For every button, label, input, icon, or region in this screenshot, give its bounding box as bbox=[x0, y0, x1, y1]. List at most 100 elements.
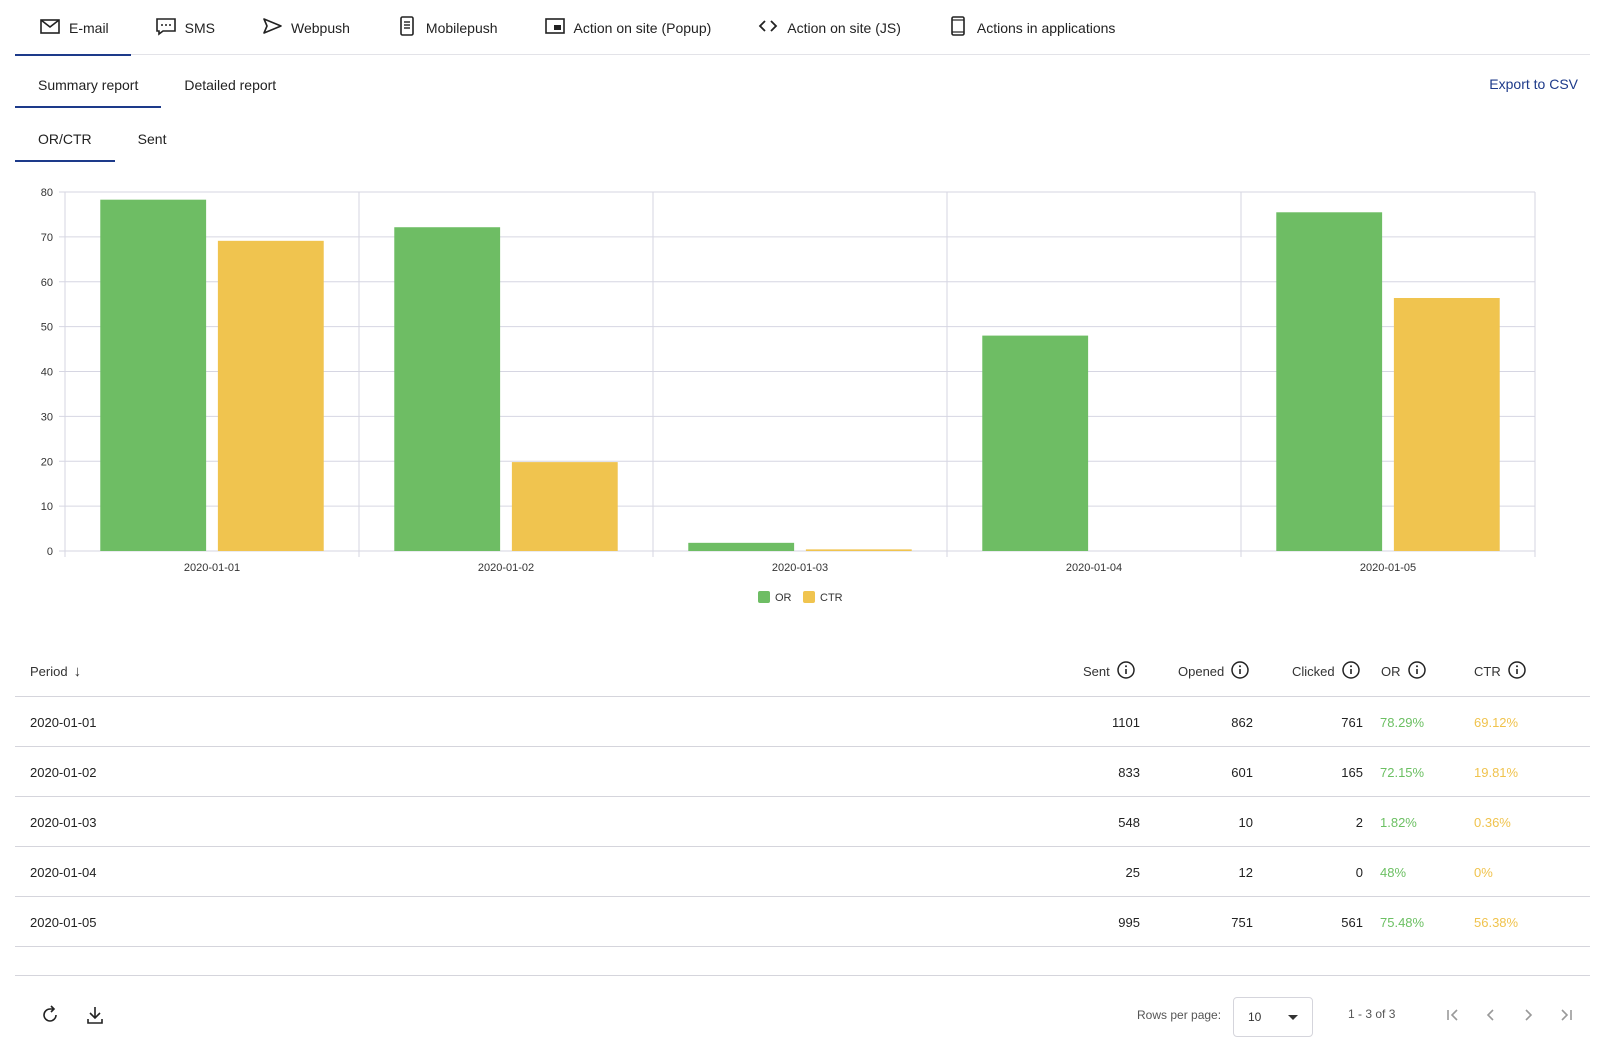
period-header-label: Period bbox=[30, 663, 68, 679]
chat-icon bbox=[155, 15, 185, 40]
download-icon[interactable] bbox=[82, 1002, 108, 1028]
tab-summary-report[interactable]: Summary report bbox=[15, 62, 162, 108]
clicked-cell: 0 bbox=[1355, 864, 1363, 880]
sent-cell: 833 bbox=[1118, 764, 1140, 780]
period-column-header[interactable]: Period ↓ bbox=[30, 645, 81, 697]
bar-ctr bbox=[511, 462, 618, 551]
bar-or bbox=[688, 542, 795, 551]
opened-cell: 751 bbox=[1231, 914, 1253, 930]
refresh-icon[interactable] bbox=[37, 1002, 63, 1028]
tab-action-js[interactable]: Action on site (JS) bbox=[733, 0, 923, 55]
bar-ctr bbox=[217, 240, 324, 551]
bar-ctr bbox=[805, 549, 912, 551]
phone-icon bbox=[947, 15, 977, 40]
ctr-cell: 69.12% bbox=[1474, 714, 1519, 730]
table-header: Period ↓ Sent Opened Clicked OR CTR bbox=[15, 645, 1590, 697]
ctr-cell: 0.36% bbox=[1474, 814, 1511, 830]
info-icon[interactable] bbox=[1224, 660, 1250, 683]
tab-sms[interactable]: SMS bbox=[131, 0, 237, 55]
period-cell: 2020-01-03 bbox=[30, 814, 97, 830]
tab-label: SMS bbox=[184, 19, 216, 36]
rows-per-page-select[interactable]: 10 bbox=[1233, 997, 1313, 1037]
table-footer: Rows per page: 10 1 - 3 of 3 bbox=[15, 990, 1590, 1040]
tab-action-popup[interactable]: Action on site (Popup) bbox=[520, 0, 734, 55]
info-icon[interactable] bbox=[1501, 660, 1527, 683]
x-tick-label: 2020-01-05 bbox=[1360, 562, 1416, 574]
legend-label-or: OR bbox=[775, 592, 792, 604]
y-tick-label: 80 bbox=[41, 187, 53, 199]
table-row: 2020-01-04 25 12 0 48% 0% bbox=[15, 847, 1590, 897]
tab-label: Webpush bbox=[291, 19, 350, 36]
sent-cell: 25 bbox=[1125, 864, 1140, 880]
legend-label-ctr: CTR bbox=[820, 592, 843, 604]
y-tick-label: 10 bbox=[41, 501, 53, 513]
tab-or-ctr[interactable]: OR/CTR bbox=[15, 116, 115, 162]
or-header-label: OR bbox=[1381, 663, 1401, 679]
clicked-header-label: Clicked bbox=[1292, 663, 1335, 679]
legend-swatch-ctr bbox=[803, 591, 815, 603]
bar-or bbox=[982, 335, 1089, 551]
report-tabs: Summary report Detailed report bbox=[15, 62, 299, 108]
period-cell: 2020-01-04 bbox=[30, 864, 97, 880]
or-cell: 78.29% bbox=[1380, 714, 1425, 730]
info-icon[interactable] bbox=[1401, 660, 1427, 683]
tab-sent[interactable]: Sent bbox=[137, 131, 167, 147]
legend-swatch-or bbox=[758, 591, 770, 603]
y-tick-label: 20 bbox=[41, 456, 53, 468]
table-row: 2020-01-03 548 10 2 1.82% 0.36% bbox=[15, 797, 1590, 847]
or-cell: 48% bbox=[1380, 864, 1407, 880]
tab-mobilepush[interactable]: Mobilepush bbox=[372, 0, 520, 55]
period-cell: 2020-01-02 bbox=[30, 764, 97, 780]
tab-detailed-report[interactable]: Detailed report bbox=[184, 77, 277, 93]
opened-cell: 862 bbox=[1231, 714, 1253, 730]
metric-tabs: OR/CTR Sent bbox=[15, 116, 189, 162]
period-cell: 2020-01-01 bbox=[30, 714, 97, 730]
caret-down-icon bbox=[1288, 1015, 1298, 1020]
y-tick-label: 40 bbox=[41, 367, 53, 379]
export-csv-link[interactable]: Export to CSV bbox=[1489, 76, 1578, 92]
y-tick-label: 30 bbox=[41, 411, 53, 423]
tab-label: Action on site (Popup) bbox=[573, 19, 712, 36]
or-cell: 72.15% bbox=[1380, 764, 1425, 780]
tab-email[interactable]: E-mail bbox=[15, 0, 131, 56]
opened-cell: 10 bbox=[1238, 814, 1253, 830]
info-icon[interactable] bbox=[1335, 660, 1361, 683]
tab-label: Actions in applications bbox=[976, 19, 1116, 36]
table-row: 2020-01-02 833 601 165 72.15% 19.81% bbox=[15, 747, 1590, 797]
x-tick-label: 2020-01-04 bbox=[1066, 562, 1122, 574]
mobile-icon bbox=[396, 15, 426, 40]
clicked-column-header: Clicked bbox=[1292, 645, 1361, 697]
ctr-column-header: CTR bbox=[1474, 645, 1527, 697]
pagination-range: 1 - 3 of 3 bbox=[1348, 1007, 1396, 1021]
x-tick-label: 2020-01-03 bbox=[772, 562, 828, 574]
next-page-icon[interactable] bbox=[1515, 1002, 1541, 1028]
tab-label: Action on site (JS) bbox=[787, 19, 901, 36]
first-page-icon[interactable] bbox=[1440, 1002, 1466, 1028]
y-tick-label: 60 bbox=[41, 277, 53, 289]
bar-or bbox=[394, 227, 501, 551]
previous-page-icon[interactable] bbox=[1478, 1002, 1504, 1028]
sent-cell: 995 bbox=[1118, 914, 1140, 930]
tab-actions-apps[interactable]: Actions in applications bbox=[923, 0, 1138, 55]
x-tick-label: 2020-01-02 bbox=[478, 562, 534, 574]
or-ctr-bar-chart: 0 10 20 30 40 50 60 70 80 2020-01-01 2020-01-02 202… bbox=[41, 187, 1536, 604]
sent-cell: 548 bbox=[1118, 814, 1140, 830]
sent-column-header: Sent bbox=[1083, 645, 1136, 697]
y-tick-label: 50 bbox=[41, 322, 53, 334]
report-table: Period ↓ Sent Opened Clicked OR CTR 2020… bbox=[15, 645, 1590, 947]
rows-per-page-value: 10 bbox=[1248, 1010, 1262, 1024]
info-icon[interactable] bbox=[1110, 660, 1136, 683]
tab-label: E-mail bbox=[69, 19, 109, 36]
clicked-cell: 2 bbox=[1355, 814, 1363, 830]
footer-divider bbox=[15, 975, 1590, 976]
table-row: 2020-01-01 1101 862 761 78.29% 69.12% bbox=[15, 697, 1590, 747]
clicked-cell: 761 bbox=[1341, 714, 1363, 730]
last-page-icon[interactable] bbox=[1553, 1002, 1579, 1028]
bar-ctr bbox=[1393, 297, 1500, 551]
x-tick-label: 2020-01-01 bbox=[184, 562, 240, 574]
table-row: 2020-01-05 995 751 561 75.48% 56.38% bbox=[15, 897, 1590, 947]
envelope-icon bbox=[39, 15, 69, 40]
sent-header-label: Sent bbox=[1083, 663, 1110, 679]
send-icon bbox=[261, 15, 291, 40]
tab-webpush[interactable]: Webpush bbox=[237, 0, 372, 55]
